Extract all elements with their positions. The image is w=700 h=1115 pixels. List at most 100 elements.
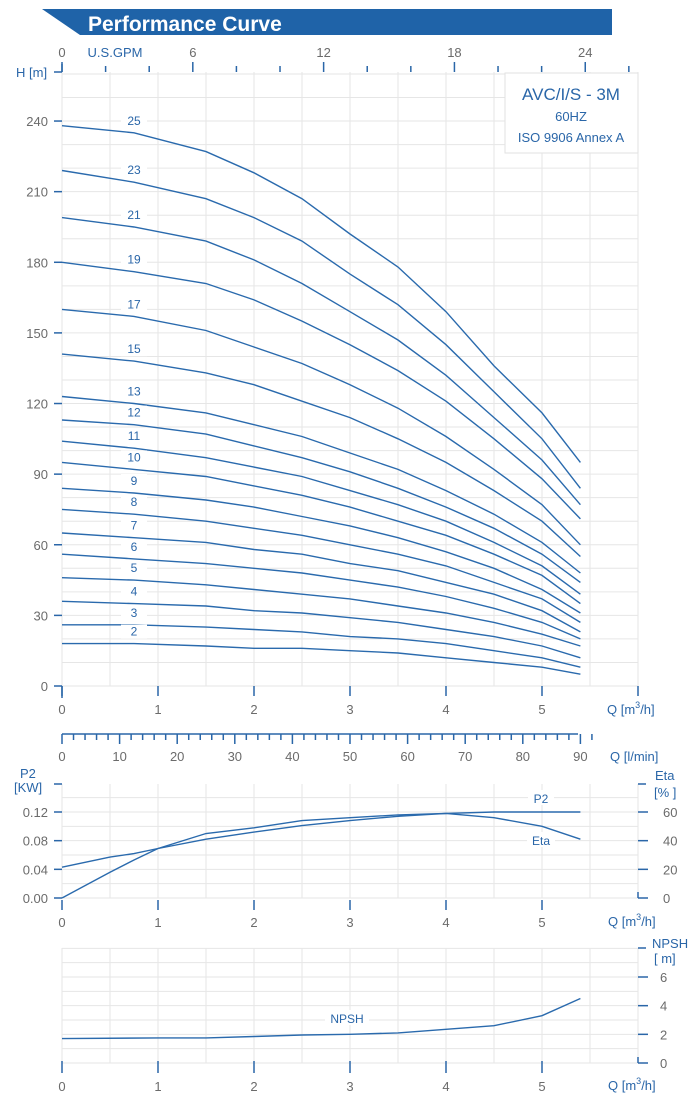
flow-axis-title: Q [m3/h]	[608, 1076, 656, 1093]
npsh-tick-label: 6	[660, 970, 667, 985]
title-banner: Performance Curve	[42, 9, 612, 36]
eta-tick-label: 40	[663, 834, 677, 849]
stage-curve-19	[61, 261, 581, 520]
stage-label: 21	[127, 208, 141, 222]
lmin-tick-label: 0	[58, 749, 65, 764]
stage-label: 19	[127, 253, 141, 267]
stage-curve-12	[61, 419, 581, 583]
stage-label: 9	[131, 474, 138, 488]
npsh-grid	[61, 947, 639, 1064]
stage-curve-10	[61, 461, 581, 605]
flow-tick-label: 3	[346, 915, 353, 930]
stage-label: 25	[127, 114, 141, 128]
stage-label: 2	[131, 625, 138, 639]
flow-axis-title: Q [m3/h]	[608, 912, 656, 929]
eta-tick-label: 60	[663, 805, 677, 820]
lmin-tick-label: 70	[458, 749, 472, 764]
head-tick-label: 150	[26, 326, 48, 341]
gpm-tick-label: 0	[58, 45, 65, 60]
model-name: AVC/I/S - 3M	[522, 85, 620, 104]
head-tick-label: 240	[26, 114, 48, 129]
stage-curve-25	[61, 125, 581, 463]
flow-tick-label: 0	[58, 1079, 65, 1094]
p2-curve	[61, 811, 581, 868]
stage-curve-9	[61, 487, 581, 614]
stage-curve-15	[61, 353, 581, 558]
flow-lmin-axis: 0 10 20 30 40 50 60 70 80 90 Q [l/min]	[58, 733, 658, 764]
gpm-tick-label: 18	[447, 45, 461, 60]
npsh-curves: NPSH	[61, 997, 581, 1040]
eta-tick-label: 0	[663, 891, 670, 906]
head-tick-label: 210	[26, 185, 48, 200]
flow-tick-label: 2	[250, 915, 257, 930]
head-tick-label: 0	[41, 679, 48, 694]
flow-tick-label: 1	[154, 915, 161, 930]
lmin-tick-label: 80	[516, 749, 530, 764]
stage-curve-21	[61, 216, 581, 506]
head-tick-label: 30	[34, 608, 48, 623]
stage-label: 8	[131, 495, 138, 509]
test-standard: ISO 9906 Annex A	[518, 130, 625, 145]
npsh-tick-label: 4	[660, 999, 667, 1014]
head-chart-grid	[61, 72, 639, 687]
stage-curve-13	[61, 395, 581, 574]
lmin-tick-label: 40	[285, 749, 299, 764]
lmin-axis-title: Q [l/min]	[610, 749, 658, 764]
lmin-tick-label: 60	[400, 749, 414, 764]
stage-curve-6	[61, 553, 581, 640]
stage-label: 12	[127, 406, 141, 420]
stage-label: 10	[127, 450, 141, 464]
lmin-tick-label: 50	[343, 749, 357, 764]
stage-label: 4	[131, 585, 138, 599]
gpm-tick-label: 12	[316, 45, 330, 60]
npsh-curve-label: NPSH	[330, 1012, 363, 1026]
frequency: 60HZ	[555, 109, 587, 124]
p2-tick-label: 0.08	[23, 834, 48, 849]
stage-curve-8	[61, 508, 581, 623]
eta-tick-label: 20	[663, 862, 677, 877]
gpm-tick-label: 6	[189, 45, 196, 60]
p2-axis-unit: [KW]	[14, 780, 42, 795]
stage-curve-4	[61, 600, 581, 659]
npsh-axis-title: NPSH	[652, 936, 688, 951]
flow-tick-label: 2	[250, 1079, 257, 1094]
stage-label: 11	[128, 429, 141, 443]
flow-tick-label: 1	[154, 1079, 161, 1094]
lmin-tick-label: 20	[170, 749, 184, 764]
stage-curve-7	[61, 532, 581, 633]
stage-label: 23	[127, 163, 141, 177]
p2-axis-title: P2	[20, 766, 36, 781]
stage-curve-17	[61, 308, 581, 546]
stage-label: 6	[131, 540, 138, 554]
flow-tick-label: 5	[538, 915, 545, 930]
flow-tick-label: 4	[442, 915, 449, 930]
npsh-axis-unit: [ m]	[654, 951, 676, 966]
stage-label: 3	[131, 606, 138, 620]
head-tick-label: 180	[26, 255, 48, 270]
p2-tick-label: 0.00	[23, 891, 48, 906]
head-tick-label: 90	[34, 467, 48, 482]
eta-axis-unit: [% ]	[654, 785, 676, 800]
stage-curve-2	[62, 642, 581, 675]
flow-tick-label: 0	[58, 915, 65, 930]
p2-curve-label: P2	[534, 792, 549, 806]
p2-tick-label: 0.12	[23, 805, 48, 820]
flow-tick-label: 3	[346, 702, 353, 717]
stage-label: 5	[131, 561, 138, 575]
head-tick-label: 60	[34, 538, 48, 553]
info-box-frame	[504, 72, 639, 154]
lmin-tick-label: 10	[112, 749, 126, 764]
eta-curve	[61, 812, 581, 899]
flow-tick-label: 0	[58, 702, 65, 717]
stage-curve-23	[61, 169, 581, 489]
stage-label: 7	[131, 519, 138, 533]
flow-tick-label: 5	[538, 1079, 545, 1094]
flow-tick-label: 5	[538, 702, 545, 717]
stage-label: 13	[127, 385, 141, 399]
flow-axis-title: Q [m3/h]	[607, 700, 655, 717]
